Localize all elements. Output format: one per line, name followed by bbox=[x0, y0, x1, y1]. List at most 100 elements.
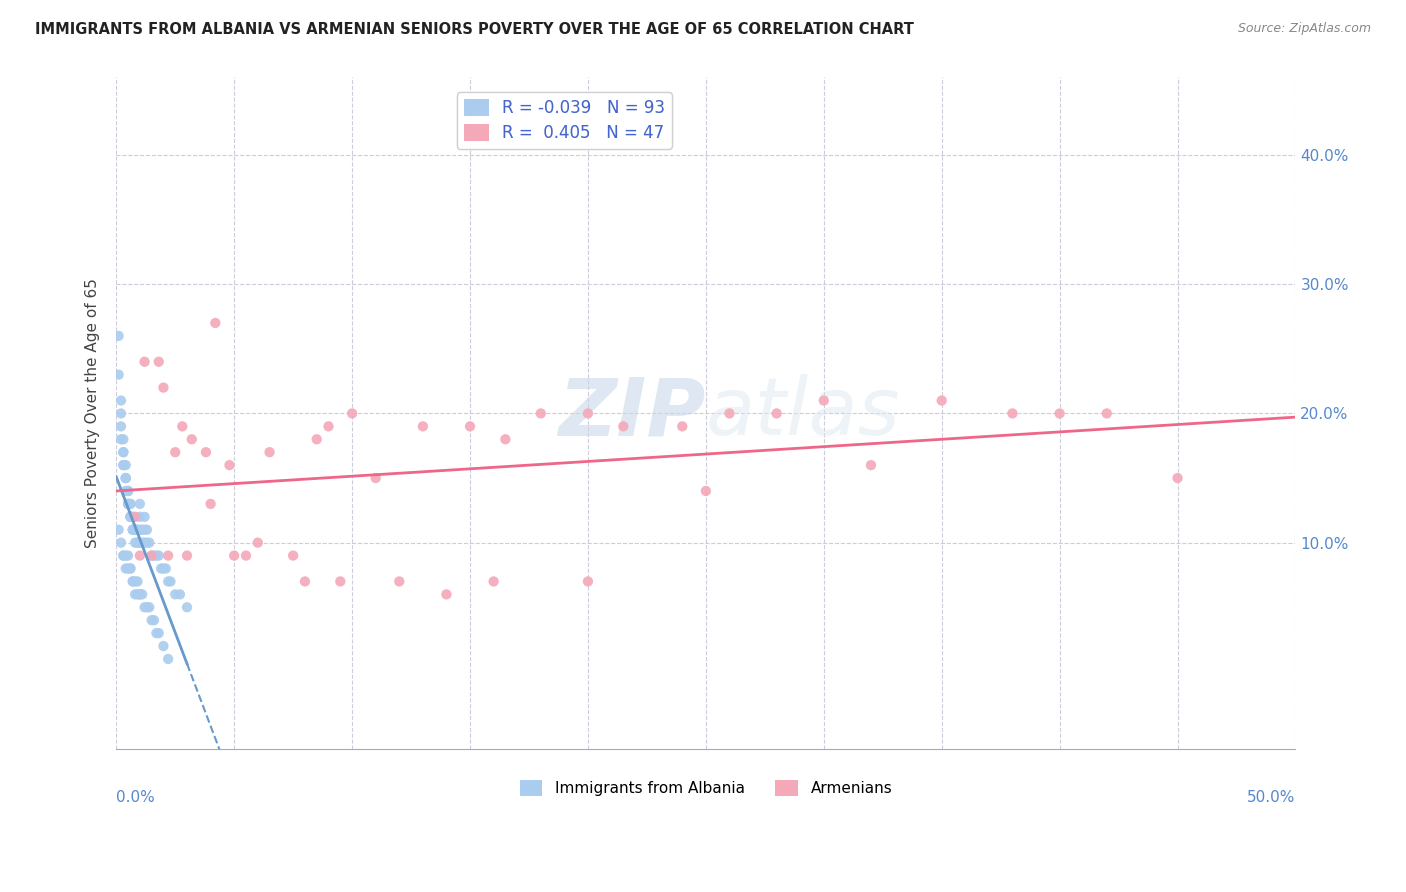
Point bbox=[136, 600, 159, 615]
Point bbox=[576, 574, 599, 589]
Point bbox=[281, 549, 304, 563]
Point bbox=[117, 561, 139, 575]
Point bbox=[114, 471, 136, 485]
Point bbox=[134, 523, 156, 537]
Point bbox=[128, 535, 150, 549]
Point bbox=[436, 587, 458, 601]
Point bbox=[121, 509, 143, 524]
Point bbox=[136, 523, 159, 537]
Point bbox=[176, 600, 198, 615]
Point bbox=[412, 419, 434, 434]
Point bbox=[695, 483, 717, 498]
Point bbox=[157, 549, 180, 563]
Point bbox=[114, 458, 136, 472]
Point bbox=[259, 445, 281, 459]
Point bbox=[112, 432, 135, 446]
Point bbox=[218, 458, 240, 472]
Point bbox=[121, 509, 143, 524]
Point bbox=[110, 419, 132, 434]
Point bbox=[128, 497, 150, 511]
Point bbox=[931, 393, 953, 408]
Point bbox=[145, 549, 167, 563]
Point bbox=[128, 587, 150, 601]
Point bbox=[136, 535, 159, 549]
Point bbox=[131, 523, 153, 537]
Point bbox=[145, 626, 167, 640]
Point bbox=[107, 523, 129, 537]
Point bbox=[134, 355, 156, 369]
Point bbox=[159, 574, 181, 589]
Point bbox=[765, 406, 787, 420]
Point bbox=[458, 419, 481, 434]
Point bbox=[671, 419, 693, 434]
Point bbox=[718, 406, 741, 420]
Point bbox=[112, 445, 135, 459]
Point bbox=[1095, 406, 1118, 420]
Point bbox=[131, 587, 153, 601]
Point bbox=[112, 458, 135, 472]
Point bbox=[110, 406, 132, 420]
Point bbox=[110, 393, 132, 408]
Point bbox=[165, 445, 187, 459]
Point bbox=[494, 432, 516, 446]
Point bbox=[143, 549, 166, 563]
Point bbox=[120, 509, 142, 524]
Point bbox=[235, 549, 257, 563]
Point bbox=[128, 549, 150, 563]
Point bbox=[120, 509, 142, 524]
Point bbox=[121, 523, 143, 537]
Point bbox=[110, 535, 132, 549]
Legend: R = -0.039   N = 93, R =  0.405   N = 47: R = -0.039 N = 93, R = 0.405 N = 47 bbox=[457, 93, 672, 149]
Point bbox=[117, 497, 139, 511]
Point bbox=[120, 561, 142, 575]
Point bbox=[127, 587, 149, 601]
Point bbox=[148, 549, 170, 563]
Point bbox=[134, 600, 156, 615]
Point bbox=[152, 639, 174, 653]
Point bbox=[124, 509, 146, 524]
Point bbox=[124, 523, 146, 537]
Point bbox=[128, 523, 150, 537]
Point bbox=[141, 549, 163, 563]
Point bbox=[200, 497, 222, 511]
Point bbox=[120, 509, 142, 524]
Point bbox=[120, 561, 142, 575]
Point bbox=[120, 497, 142, 511]
Point bbox=[120, 509, 142, 524]
Point bbox=[127, 535, 149, 549]
Point bbox=[124, 574, 146, 589]
Text: ZIP: ZIP bbox=[558, 375, 706, 452]
Point bbox=[117, 483, 139, 498]
Point bbox=[114, 549, 136, 563]
Point bbox=[172, 419, 194, 434]
Point bbox=[121, 523, 143, 537]
Point bbox=[124, 587, 146, 601]
Point bbox=[134, 509, 156, 524]
Point bbox=[530, 406, 553, 420]
Point bbox=[141, 613, 163, 627]
Point bbox=[364, 471, 387, 485]
Point bbox=[124, 535, 146, 549]
Point bbox=[1167, 471, 1189, 485]
Point bbox=[169, 587, 191, 601]
Point bbox=[388, 574, 411, 589]
Point bbox=[134, 535, 156, 549]
Point bbox=[612, 419, 634, 434]
Point bbox=[165, 587, 187, 601]
Point bbox=[138, 600, 160, 615]
Point bbox=[152, 381, 174, 395]
Point bbox=[107, 368, 129, 382]
Point bbox=[127, 535, 149, 549]
Point bbox=[329, 574, 352, 589]
Point bbox=[859, 458, 882, 472]
Point bbox=[117, 497, 139, 511]
Point bbox=[112, 549, 135, 563]
Y-axis label: Seniors Poverty Over the Age of 65: Seniors Poverty Over the Age of 65 bbox=[86, 278, 100, 549]
Point bbox=[120, 497, 142, 511]
Point bbox=[112, 458, 135, 472]
Point bbox=[143, 613, 166, 627]
Point bbox=[117, 483, 139, 498]
Point bbox=[110, 432, 132, 446]
Point bbox=[157, 574, 180, 589]
Point bbox=[112, 549, 135, 563]
